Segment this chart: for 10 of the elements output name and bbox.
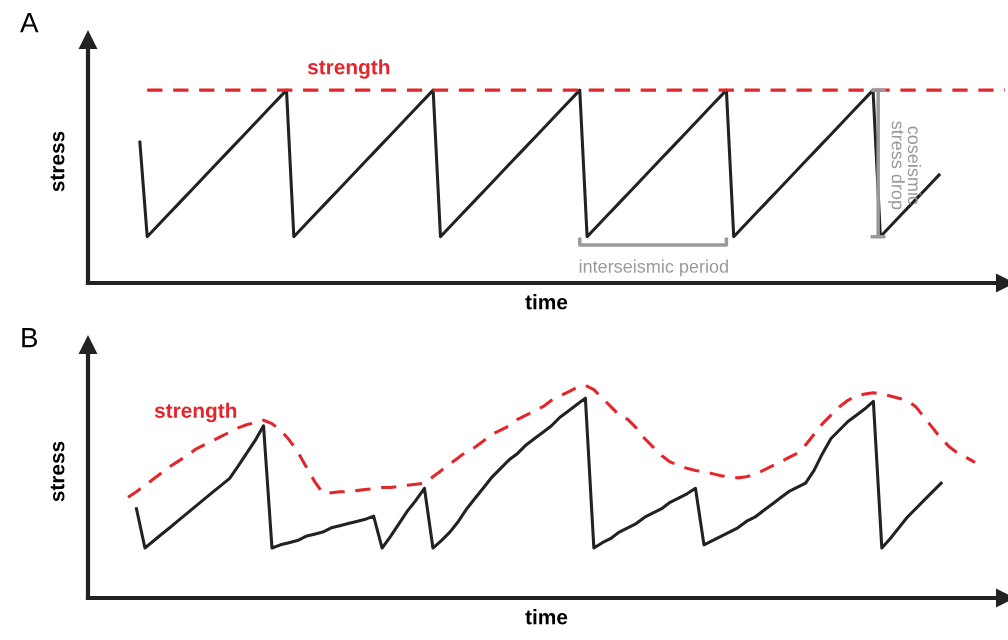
x-axis-title: time [525, 294, 568, 310]
annotation: interseismic period [579, 259, 728, 277]
x-axis-title: time [525, 609, 568, 625]
annotation: coseismic stress drop [888, 121, 922, 210]
chart-title: A [20, 13, 39, 33]
y-axis-title: stress [50, 441, 65, 502]
chart-title: B [22, 328, 38, 348]
y-axis-title: stress [50, 131, 65, 192]
series-label: strength [154, 402, 237, 423]
series-label: strength [307, 59, 390, 79]
